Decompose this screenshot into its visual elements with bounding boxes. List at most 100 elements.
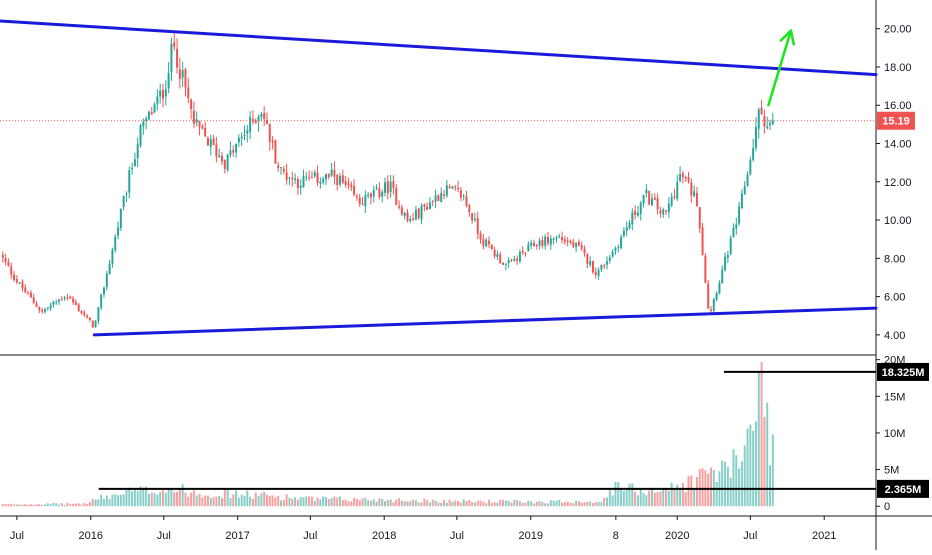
candle[interactable] [591,260,594,273]
candle[interactable] [35,303,38,308]
volume-bar[interactable] [417,502,420,507]
candle[interactable] [212,138,215,146]
candle[interactable] [249,117,252,132]
volume-bar[interactable] [159,491,162,507]
volume-bar[interactable] [254,492,257,507]
candle[interactable] [55,301,58,303]
volume-bar[interactable] [434,500,437,507]
candle[interactable] [721,269,724,284]
candle[interactable] [541,240,544,247]
candle[interactable] [499,254,502,264]
volume-bar[interactable] [769,465,772,507]
candle[interactable] [257,116,260,122]
candle[interactable] [695,192,698,206]
candle[interactable] [659,210,662,214]
candle[interactable] [72,298,75,303]
candle[interactable] [156,96,159,105]
volume-bar[interactable] [327,499,330,507]
candle[interactable] [704,256,707,283]
volume-bar[interactable] [566,501,569,507]
volume-bar[interactable] [184,492,187,507]
candle[interactable] [667,203,670,213]
candle[interactable] [18,282,21,284]
candle[interactable] [462,195,465,197]
candle[interactable] [648,191,651,205]
candle[interactable] [190,99,193,109]
candle[interactable] [558,236,561,238]
volume-bar[interactable] [347,501,350,507]
volume-bar[interactable] [32,504,35,507]
volume-bar[interactable] [530,501,533,507]
volume-bar[interactable] [69,504,72,507]
volume-bar[interactable] [161,490,164,507]
candle[interactable] [330,169,333,176]
candle[interactable] [395,187,398,205]
volume-bar[interactable] [170,488,173,507]
candle[interactable] [10,266,13,275]
candle[interactable] [305,176,308,178]
volume-bar[interactable] [518,501,521,507]
candle[interactable] [589,261,592,265]
candle[interactable] [161,90,164,99]
candle[interactable] [21,281,24,289]
candle[interactable] [412,218,415,220]
volume-bar[interactable] [414,500,417,507]
volume-bar[interactable] [302,497,305,507]
volume-bar[interactable] [277,495,280,507]
volume-bar[interactable] [569,502,572,507]
volume-bar[interactable] [600,502,603,507]
volume-bar[interactable] [136,491,139,507]
volume-bar[interactable] [681,483,684,507]
candle[interactable] [375,187,378,189]
candle[interactable] [563,239,566,242]
volume-bar[interactable] [319,499,322,507]
candle[interactable] [173,42,176,48]
candle[interactable] [665,210,668,212]
candle[interactable] [83,312,86,316]
candle[interactable] [243,134,246,136]
candle[interactable] [552,238,555,240]
candle[interactable] [549,238,552,245]
candle[interactable] [181,70,184,78]
candle[interactable] [712,299,715,311]
candle[interactable] [428,202,431,209]
candle[interactable] [757,109,760,129]
volume-bar[interactable] [465,500,468,507]
volume-bar[interactable] [622,490,625,507]
volume-bar[interactable] [27,504,30,507]
volume-bar[interactable] [353,497,356,507]
volume-bar[interactable] [586,501,589,507]
volume-bar[interactable] [364,497,367,507]
volume-bar[interactable] [563,502,566,507]
volume-bar[interactable] [4,503,7,507]
volume-bar[interactable] [454,500,457,507]
candle[interactable] [310,177,313,179]
candle[interactable] [218,155,221,158]
candle[interactable] [192,110,195,124]
volume-bar[interactable] [735,455,738,507]
volume-bar[interactable] [665,488,668,507]
volume-bar[interactable] [133,489,136,507]
volume-bar[interactable] [274,497,277,507]
candle[interactable] [518,251,521,262]
candle[interactable] [341,175,344,183]
candle[interactable] [159,90,162,97]
candle[interactable] [277,165,280,168]
candle[interactable] [510,259,513,261]
volume-bar[interactable] [145,486,148,507]
volume-bar[interactable] [240,494,243,507]
candle[interactable] [752,147,755,160]
candle[interactable] [319,182,322,184]
candle[interactable] [701,227,704,256]
volume-bar[interactable] [80,504,83,507]
volume-bar[interactable] [181,484,184,507]
candle[interactable] [763,115,766,127]
volume-bar[interactable] [389,499,392,507]
candle[interactable] [353,186,356,195]
candle[interactable] [535,244,538,246]
candle[interactable] [108,263,111,275]
candle[interactable] [676,182,679,199]
volume-bar[interactable] [642,493,645,507]
candle[interactable] [681,173,684,178]
volume-bar[interactable] [440,502,443,507]
